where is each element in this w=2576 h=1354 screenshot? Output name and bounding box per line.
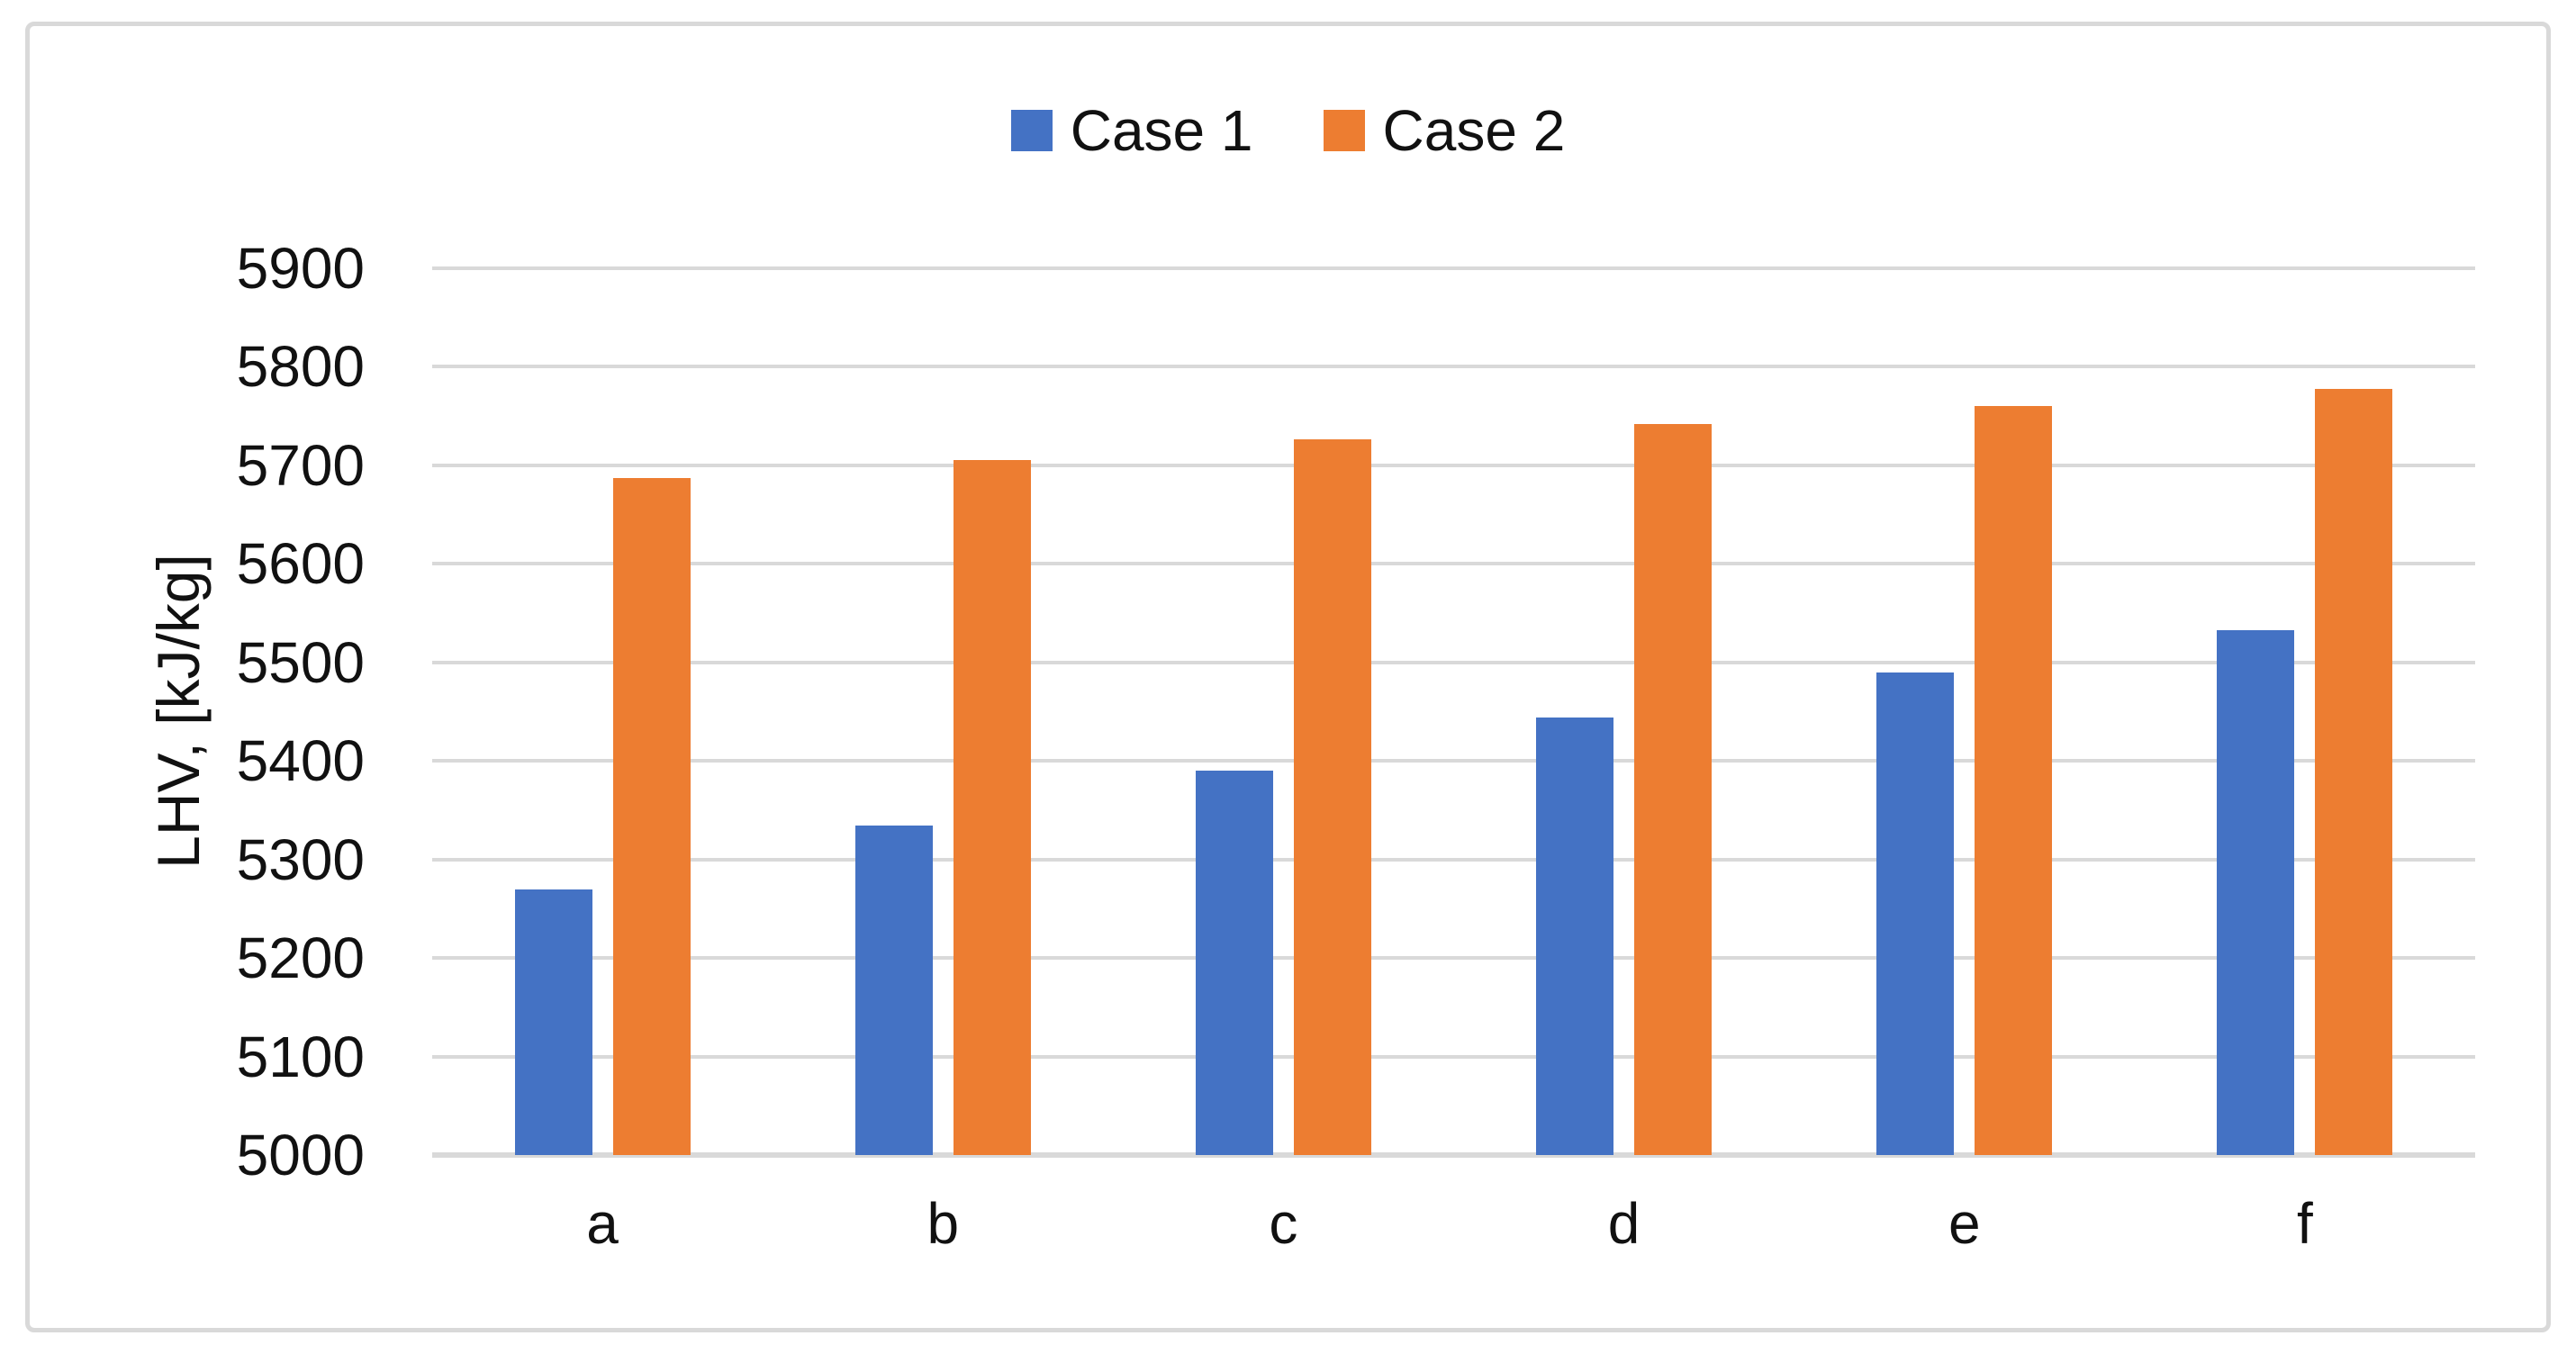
gridline-5600 — [432, 562, 2475, 566]
bar-case-1-b — [854, 826, 933, 1155]
y-tick-label-5600: 5600 — [236, 531, 365, 597]
y-tick-label-5100: 5100 — [236, 1024, 365, 1089]
legend-swatch-icon — [1010, 110, 1053, 151]
bar-case-1-c — [1195, 771, 1273, 1155]
bar-case-2-f — [2315, 388, 2393, 1155]
gridline-5900 — [432, 266, 2475, 270]
bar-case-1-f — [2217, 629, 2295, 1155]
legend-item-case-1: Case 1 — [1010, 98, 1253, 163]
bar-case-2-e — [1975, 406, 2053, 1155]
category-label-d: d — [1607, 1191, 1641, 1256]
gridline-5500 — [432, 660, 2475, 664]
category-label-b: b — [926, 1191, 960, 1256]
bar-case-2-b — [953, 460, 1031, 1155]
gridline-5200 — [432, 956, 2475, 961]
category-label-f: f — [2297, 1191, 2313, 1256]
y-tick-label-5500: 5500 — [236, 629, 365, 695]
bar-case-1-a — [514, 889, 592, 1155]
x-axis-line — [432, 1152, 2475, 1158]
category-label-a: a — [586, 1191, 619, 1256]
legend-swatch-icon — [1323, 110, 1365, 151]
bar-case-2-c — [1293, 439, 1371, 1155]
bar-case-2-d — [1634, 423, 1713, 1155]
y-tick-label-5300: 5300 — [236, 826, 365, 892]
gridline-5800 — [432, 365, 2475, 369]
legend-item-case-2: Case 2 — [1323, 98, 1566, 163]
category-label-c: c — [1269, 1191, 1298, 1256]
legend-label: Case 1 — [1070, 98, 1253, 163]
y-tick-label-5000: 5000 — [236, 1123, 365, 1187]
legend: Case 1 Case 2 — [0, 101, 2576, 160]
bar-case-2-a — [612, 478, 691, 1155]
y-axis-title: LHV, [kJ/kg] — [145, 554, 212, 869]
bar-case-1-d — [1536, 718, 1614, 1155]
y-tick-label-5800: 5800 — [236, 334, 365, 400]
gridline-5100 — [432, 1054, 2475, 1059]
y-tick-label-5900: 5900 — [236, 236, 365, 301]
legend-label: Case 2 — [1382, 98, 1566, 163]
y-tick-label-5200: 5200 — [236, 925, 365, 991]
gridline-5400 — [432, 759, 2475, 763]
y-tick-label-5700: 5700 — [236, 432, 365, 498]
category-label-e: e — [1948, 1191, 1981, 1256]
gridline-5300 — [432, 857, 2475, 862]
gridline-5700 — [432, 463, 2475, 467]
bar-case-1-e — [1876, 672, 1955, 1155]
chart-frame — [25, 22, 2551, 1332]
y-tick-label-5400: 5400 — [236, 728, 365, 794]
